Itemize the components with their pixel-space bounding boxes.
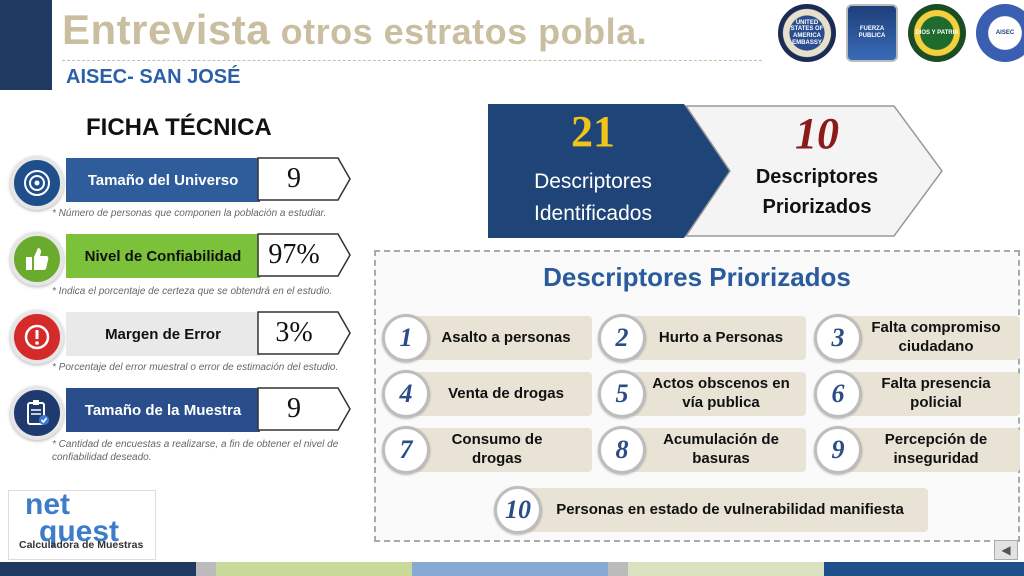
- prioritized-count: 10: [795, 109, 839, 158]
- priority-item: 9 Percepción de inseguridad: [814, 426, 1020, 474]
- title-divider: [62, 60, 762, 61]
- param-value-arrow: 3%: [256, 310, 352, 356]
- page-title: Entrevista otros estratos pobla.: [62, 6, 648, 53]
- param-note: * Porcentaje del error muestral o error …: [52, 362, 339, 373]
- priority-item: 7 Consumo de drogas: [382, 426, 592, 474]
- param-sample-size: Tamaño de la Muestra 9: [10, 386, 352, 440]
- ficha-tecnica-title: FICHA TÉCNICA: [86, 114, 272, 141]
- param-label: Tamaño de la Muestra: [66, 388, 260, 432]
- alert-icon: [10, 310, 64, 364]
- logo-row: UNITED STATES OF AMERICA EMBASSY FUERZA …: [778, 4, 1024, 62]
- param-value: 3%: [275, 317, 313, 348]
- param-value-arrow: 97%: [256, 232, 352, 278]
- param-label: Nivel de Confiabilidad: [66, 234, 260, 278]
- identified-label: Descriptores Identificados: [534, 170, 652, 225]
- prioritized-title: Descriptores Priorizados: [543, 262, 851, 292]
- thumbs-up-icon: [10, 232, 64, 286]
- param-confidence-level: Nivel de Confiabilidad 97%: [10, 232, 352, 286]
- param-label: Tamaño del Universo: [66, 158, 260, 202]
- netquest-caption: Calculadora de Muestras: [19, 539, 144, 551]
- param-value: 9: [287, 163, 301, 194]
- us-embassy-seal-icon: UNITED STATES OF AMERICA EMBASSY: [778, 4, 836, 62]
- clipboard-check-icon: [10, 386, 64, 440]
- param-value-arrow: 9: [256, 386, 352, 432]
- netquest-badge: net quest Calculadora de Muestras: [8, 490, 156, 560]
- priority-item: 1 Asalto a personas: [382, 314, 592, 362]
- priority-item: 4 Venta de drogas: [382, 370, 592, 418]
- param-value-arrow: 9: [256, 156, 352, 202]
- prioritized-descriptors-card: 10 Descriptores Priorizados: [684, 104, 946, 238]
- netquest-logo: net quest: [25, 488, 120, 548]
- param-value: 97%: [268, 239, 320, 270]
- footer-color-bar: [0, 562, 1024, 576]
- prioritized-label: Descriptores Priorizados: [755, 166, 879, 218]
- priority-item: 10 Personas en estado de vulnerabilidad …: [494, 486, 930, 534]
- priority-item: 8 Acumulación de basuras: [598, 426, 808, 474]
- priority-item: 6 Falta presencia policial: [814, 370, 1020, 418]
- priority-item: 5 Actos obscenos en vía publica: [598, 370, 808, 418]
- page-subtitle: AISEC- SAN JOSÉ: [66, 66, 241, 88]
- target-icon: [10, 156, 64, 210]
- header-accent-bar: [0, 0, 52, 90]
- param-error-margin: Margen de Error 3%: [10, 310, 352, 364]
- national-police-seal-icon: DIOS Y PATRIA: [908, 4, 966, 62]
- param-note: * Cantidad de encuestas a realizarse, a …: [52, 439, 339, 463]
- aisec-seal-icon: AISEC: [976, 4, 1024, 62]
- priority-item: 2 Hurto a Personas: [598, 314, 808, 362]
- identified-descriptors-card: 21 Descriptores Identificados: [488, 104, 732, 238]
- previous-slide-button[interactable]: ◀: [994, 540, 1018, 560]
- param-note: * Número de personas que componen la pob…: [52, 208, 327, 219]
- param-universe-size: Tamaño del Universo 9: [10, 156, 352, 210]
- priority-item: 3 Falta compromiso ciudadano: [814, 314, 1020, 362]
- param-label: Margen de Error: [66, 312, 260, 356]
- identified-count: 21: [571, 107, 615, 156]
- fuerza-publica-shield-icon: FUERZA PUBLICA: [846, 4, 898, 62]
- param-note: * Indica el porcentaje de certeza que se…: [52, 286, 333, 297]
- param-value: 9: [287, 393, 301, 424]
